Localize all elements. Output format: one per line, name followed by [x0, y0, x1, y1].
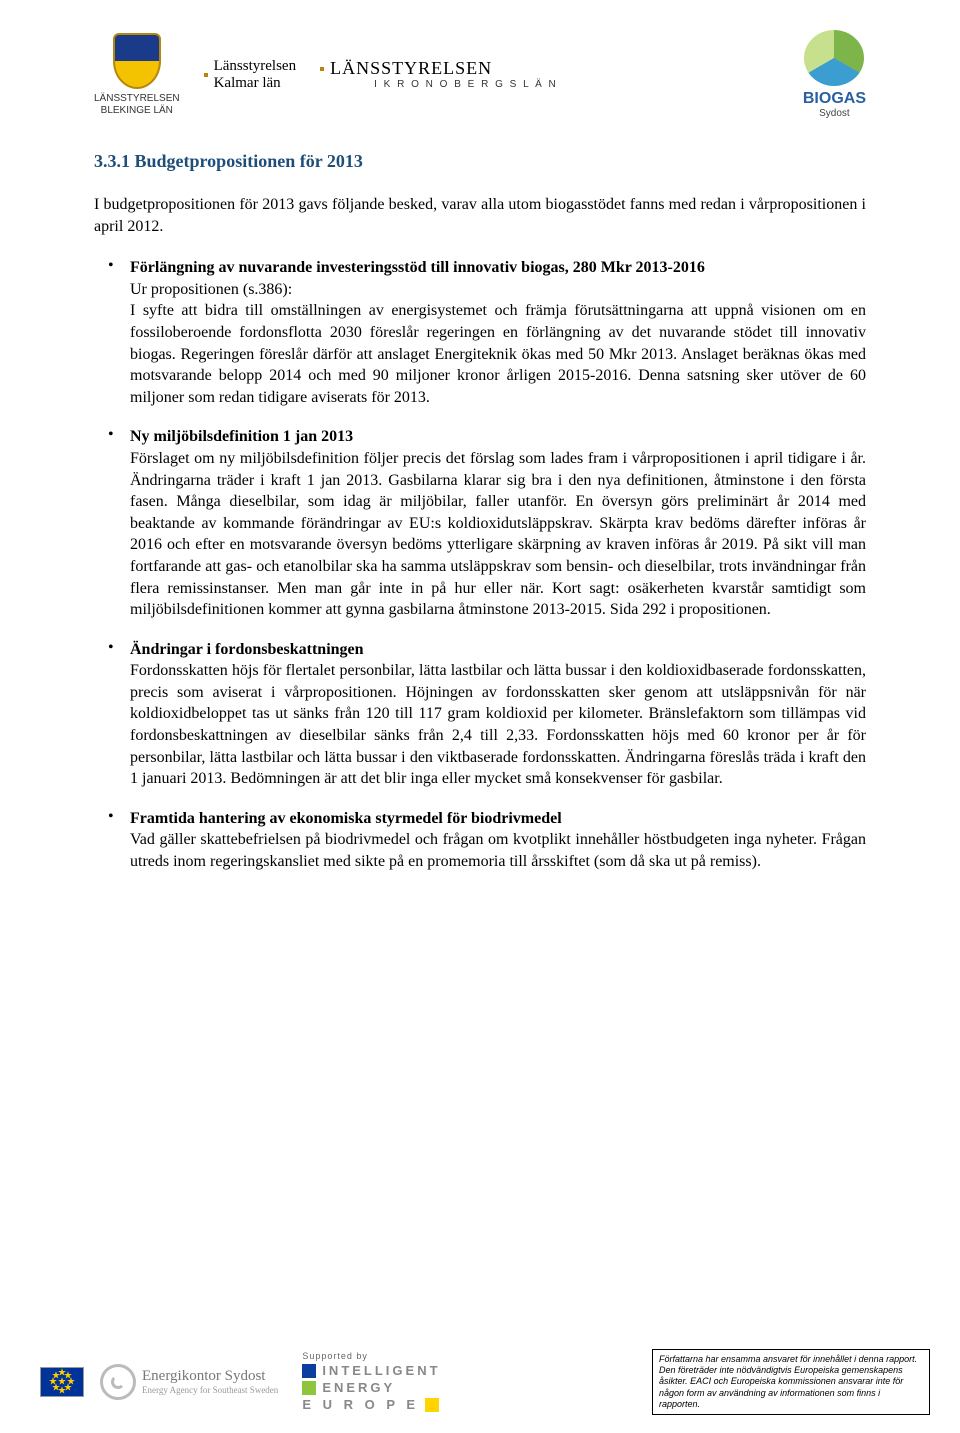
logo-kalmar: Länsstyrelsen Kalmar län [204, 58, 296, 92]
logo-blekinge: LÄNSSTYRELSEN BLEKINGE LÄN [94, 33, 180, 116]
list-item: Ändringar i fordonsbeskattningen Fordons… [94, 639, 866, 790]
biogas-icon [804, 30, 864, 86]
logo-kronoberg: LÄNSSTYRELSEN I K R O N O B E R G S L Ä … [320, 58, 558, 91]
header-logos: LÄNSSTYRELSEN BLEKINGE LÄN Länsstyrelsen… [94, 30, 866, 119]
footer: Energikontor Sydost Energy Agency for So… [0, 1349, 960, 1415]
item-title: Ändringar i fordonsbeskattningen [130, 639, 866, 661]
logo-biogas: BIOGAS Sydost [803, 30, 866, 119]
list-item: Framtida hantering av ekonomiska styrmed… [94, 808, 866, 873]
swirl-icon [100, 1364, 136, 1400]
eu-flag-icon [40, 1367, 84, 1397]
crest-icon [204, 73, 208, 77]
logo-text: LÄNSSTYRELSEN BLEKINGE LÄN [94, 93, 180, 116]
square-icon [425, 1398, 439, 1412]
logo-energikontor: Energikontor Sydost Energy Agency for So… [100, 1364, 278, 1400]
crest-icon [113, 33, 161, 89]
item-body: Vad gäller skattebefrielsen på biodrivme… [130, 829, 866, 872]
intro-paragraph: I budgetpropositionen för 2013 gavs följ… [94, 194, 866, 237]
bullet-list: Förlängning av nuvarande investeringsstö… [94, 257, 866, 872]
square-icon [302, 1381, 316, 1395]
square-icon [302, 1364, 316, 1378]
item-body: Ur propositionen (s.386): I syfte att bi… [130, 279, 866, 409]
list-item: Förlängning av nuvarande investeringsstö… [94, 257, 866, 408]
item-title: Framtida hantering av ekonomiska styrmed… [130, 808, 866, 830]
section-heading: 3.3.1 Budgetpropositionen för 2013 [94, 151, 866, 172]
item-body: Förslaget om ny miljöbilsdefinition följ… [130, 448, 866, 621]
crest-icon [320, 67, 324, 71]
logo-intelligent-energy: Supported by INTELLIGENT ENERGY E U R O … [302, 1351, 440, 1412]
item-title: Förlängning av nuvarande investeringsstö… [130, 257, 866, 279]
item-body: Fordonsskatten höjs för flertalet person… [130, 660, 866, 790]
list-item: Ny miljöbilsdefinition 1 jan 2013 Försla… [94, 426, 866, 620]
disclaimer-box: Författarna har ensamma ansvaret för inn… [652, 1349, 930, 1415]
item-title: Ny miljöbilsdefinition 1 jan 2013 [130, 426, 866, 448]
